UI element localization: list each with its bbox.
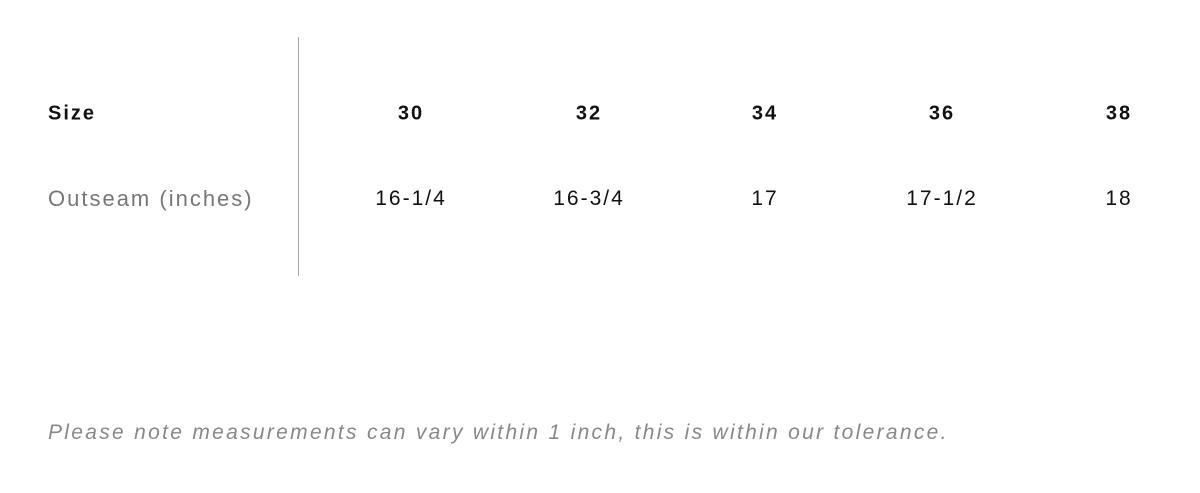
- tolerance-note: Please note measurements can vary within…: [48, 421, 949, 444]
- row-label: Outseam (inches): [48, 186, 254, 211]
- measurement: 17-1/2: [906, 187, 978, 210]
- measurement: 17: [751, 187, 779, 210]
- size-header: 38: [1105, 102, 1133, 125]
- size-header: 36: [928, 102, 956, 125]
- header-label: Size: [48, 102, 97, 125]
- size-header: 32: [575, 102, 603, 125]
- column-divider: [298, 37, 299, 276]
- size-header: 34: [751, 102, 779, 125]
- measurement: 18: [1105, 187, 1133, 210]
- measurement: 16-1/4: [375, 187, 447, 210]
- size-header: 30: [397, 102, 425, 125]
- measurement: 16-3/4: [553, 187, 625, 210]
